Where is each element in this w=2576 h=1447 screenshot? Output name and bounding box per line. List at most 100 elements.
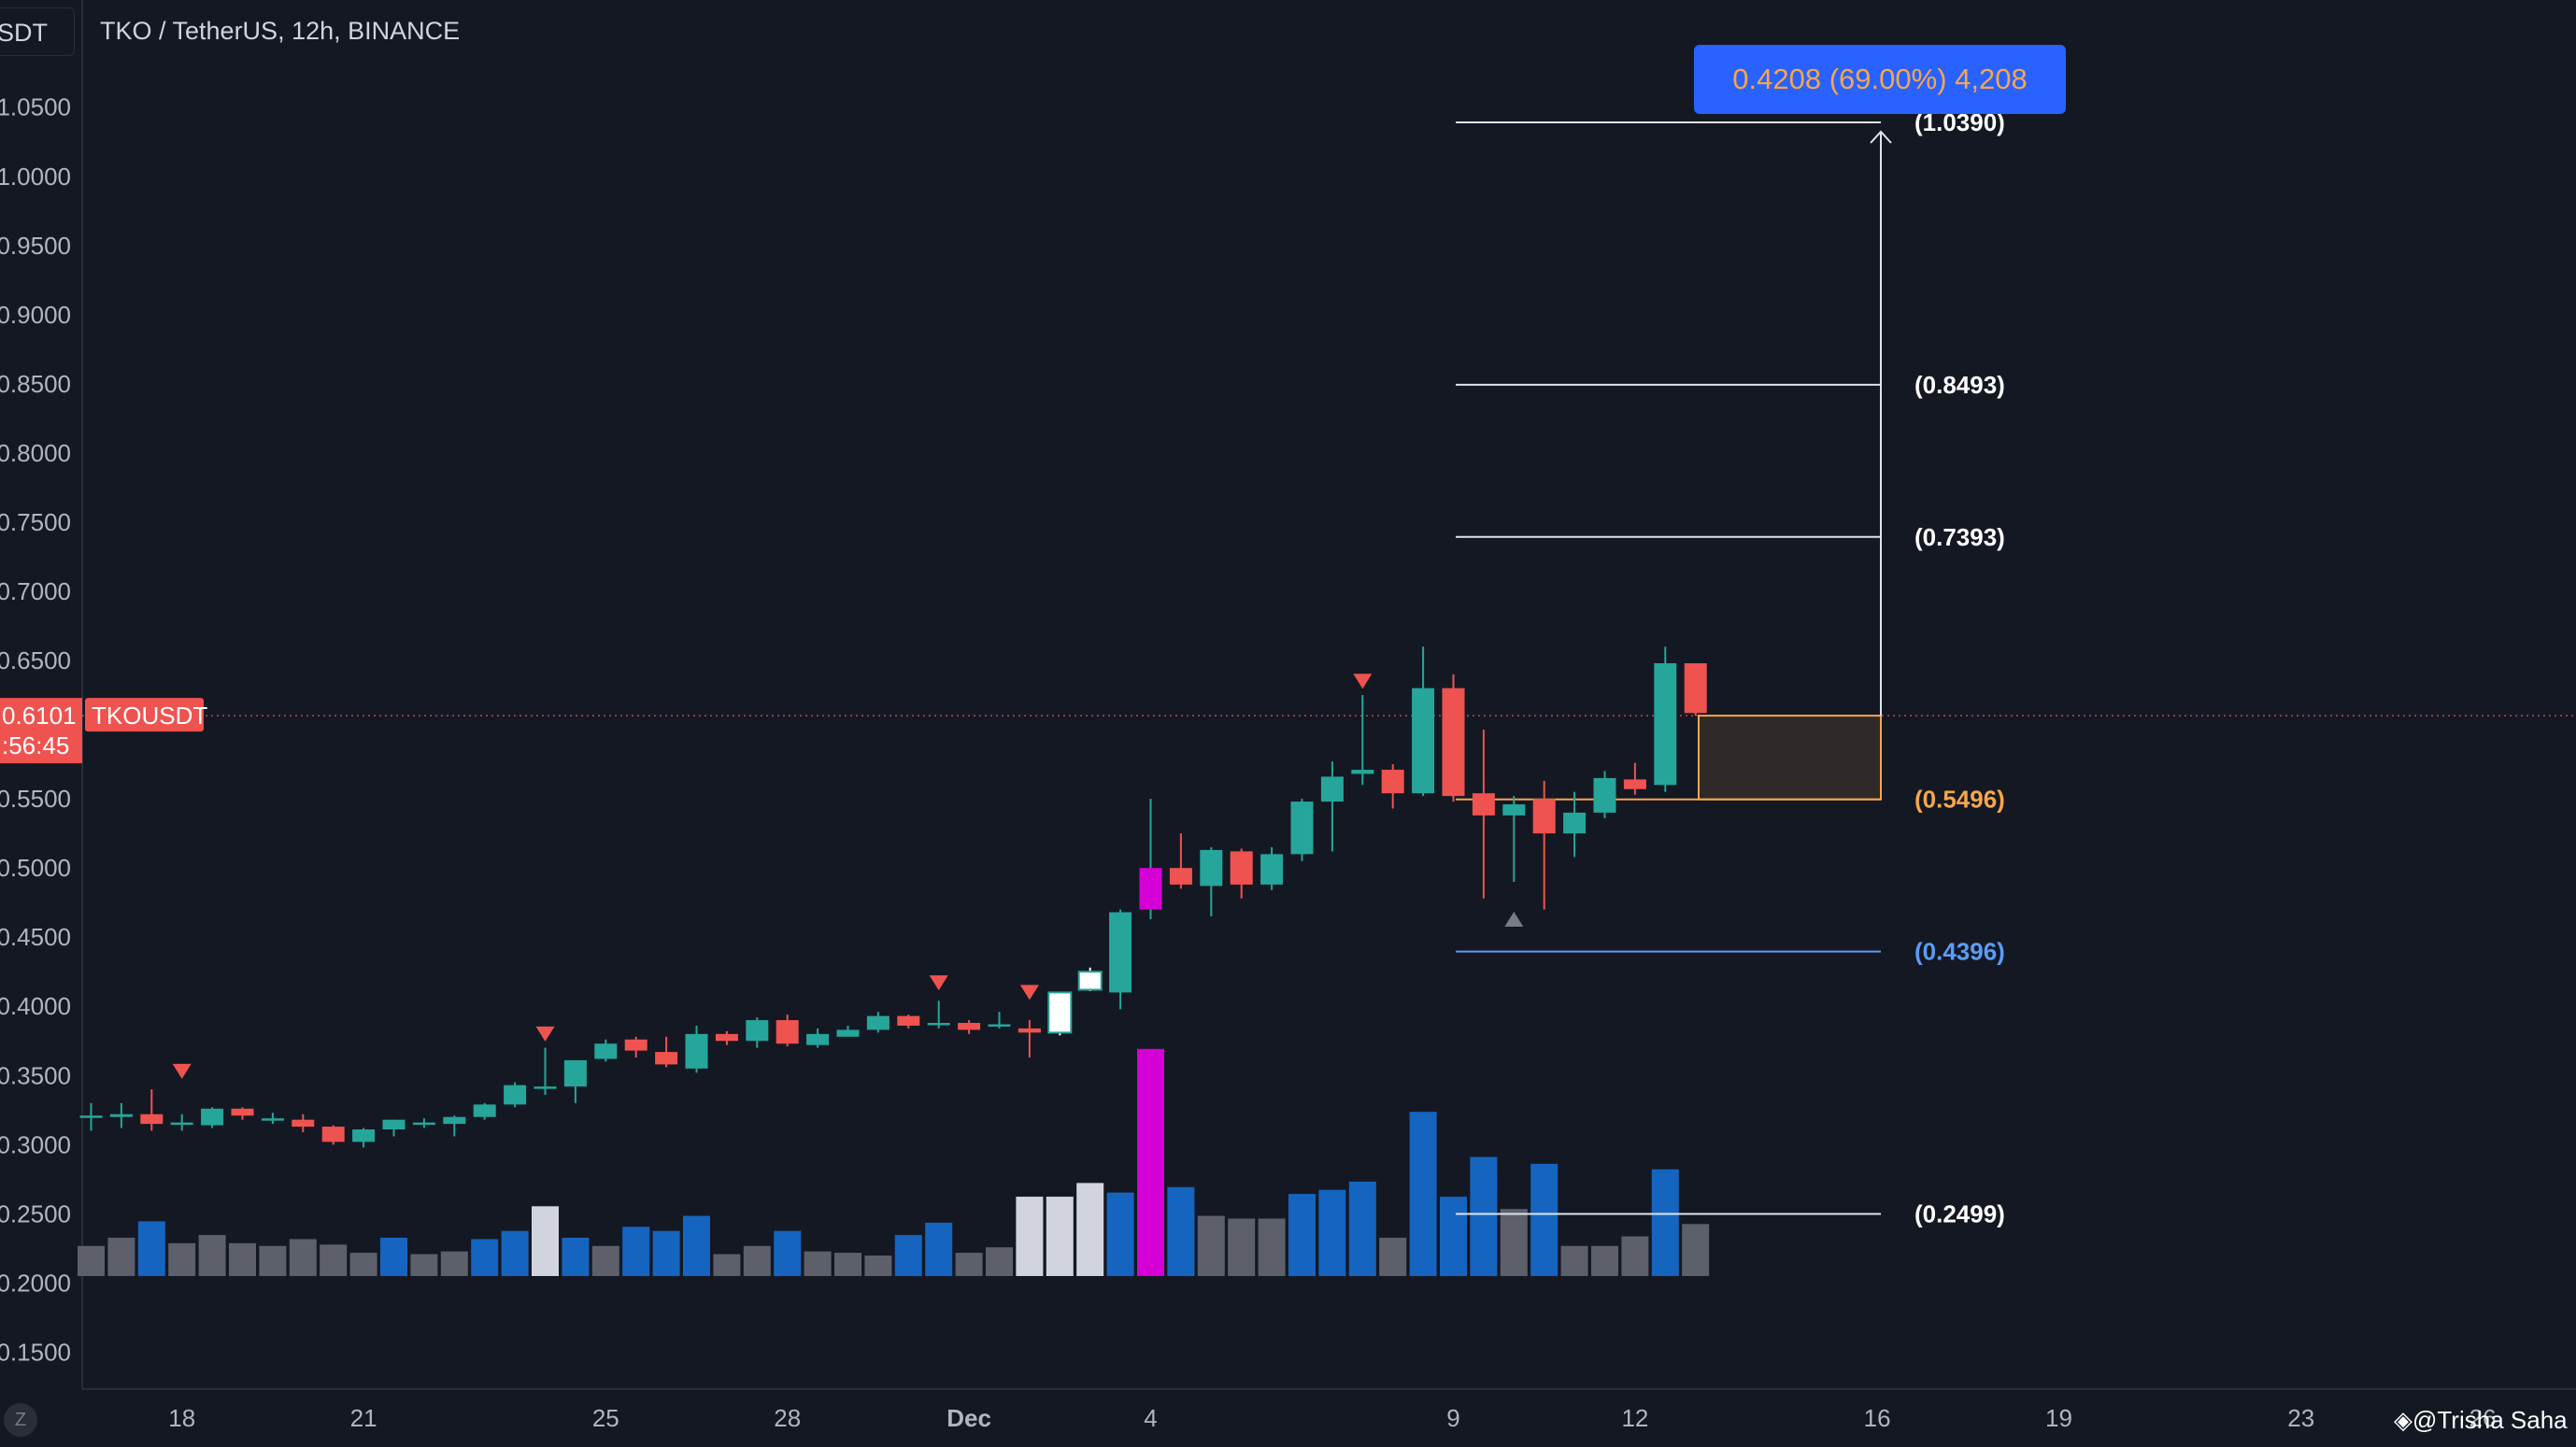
candle-body xyxy=(594,1043,618,1059)
volume-bar xyxy=(683,1215,710,1276)
sell-signal-triangle xyxy=(172,1063,192,1079)
diamond-icon: ◈ xyxy=(2394,1406,2412,1434)
volume-bar xyxy=(137,1221,165,1276)
price-tick-label: 0.9000 xyxy=(0,301,71,329)
volume-bar xyxy=(743,1245,771,1276)
candle-body xyxy=(1290,802,1314,855)
candlesticks xyxy=(79,646,1707,1148)
candle-body xyxy=(1077,971,1103,991)
candle-body xyxy=(1230,851,1253,885)
candle-body xyxy=(806,1033,830,1045)
candle-body xyxy=(1260,854,1284,885)
candle-body xyxy=(776,1020,799,1044)
candle-body xyxy=(927,1023,950,1026)
candle-body xyxy=(1684,663,1707,714)
level-label: (0.7393) xyxy=(1914,523,2005,551)
volume-bar xyxy=(925,1222,953,1276)
candle-body xyxy=(1047,991,1073,1034)
candle-body xyxy=(1412,688,1435,794)
volume-bar xyxy=(1046,1197,1074,1276)
price-tick-label: 0.8500 xyxy=(0,370,71,398)
candle-body xyxy=(1018,1028,1041,1033)
candle-body xyxy=(231,1108,254,1116)
volume-bar xyxy=(1228,1218,1256,1276)
price-tick-label: 0.5500 xyxy=(0,785,71,813)
candle-body xyxy=(1654,663,1677,786)
volume-bar xyxy=(410,1254,438,1276)
candle-body xyxy=(1532,799,1556,834)
volume-bar xyxy=(1258,1218,1286,1276)
price-tick-label: 0.2000 xyxy=(0,1269,71,1297)
level-label: (0.4396) xyxy=(1914,938,2005,966)
candle-body xyxy=(866,1015,890,1030)
volume-bar xyxy=(1016,1197,1044,1276)
measure-label: 0.4208 (69.00%) 4,208 xyxy=(1694,45,2066,114)
volume-bar xyxy=(440,1251,468,1276)
candle-body xyxy=(1381,770,1404,794)
time-tick-label: 19 xyxy=(2045,1404,2072,1432)
price-tick-label: 0.3500 xyxy=(0,1061,71,1089)
price-tick-label: 0.7500 xyxy=(0,508,71,536)
candle-body xyxy=(109,1114,133,1117)
price-tags: 0.6101:56:45 TKOUSDT xyxy=(0,698,207,764)
candle-body xyxy=(79,1115,103,1118)
candle-body xyxy=(140,1114,164,1125)
volume-bar xyxy=(1621,1236,1649,1276)
projection-levels: (1.0390)(0.8493)(0.7393)(0.5496)(0.4396)… xyxy=(1456,108,2005,1228)
volume-bar xyxy=(1106,1192,1134,1276)
sell-signal-triangle xyxy=(1019,985,1039,1000)
volume-bar xyxy=(1651,1169,1679,1276)
candle-body xyxy=(1169,868,1192,885)
volume-bar xyxy=(229,1242,256,1276)
volume-bar xyxy=(864,1255,892,1276)
candle-body xyxy=(443,1116,466,1125)
candle-body xyxy=(1623,779,1646,789)
price-tick-label: 0.2500 xyxy=(0,1199,71,1227)
candle-body xyxy=(1593,777,1616,813)
volume-bar xyxy=(168,1242,196,1276)
candle-body xyxy=(746,1020,769,1042)
volume-bar xyxy=(1440,1197,1467,1276)
price-tick-label: 0.6500 xyxy=(0,646,71,674)
candle-body xyxy=(1351,770,1374,774)
candle-body xyxy=(170,1122,193,1126)
buy-signal-triangle xyxy=(1504,911,1524,927)
candle-body xyxy=(412,1122,435,1126)
volume-bar xyxy=(1288,1194,1316,1276)
volume-bar xyxy=(1560,1245,1588,1276)
volume-bar xyxy=(986,1247,1013,1276)
volume-bar xyxy=(774,1230,802,1276)
candle-body xyxy=(1563,812,1587,834)
volume-bar xyxy=(894,1235,922,1276)
volume-bar xyxy=(320,1244,348,1276)
price-tick-label: 0.9500 xyxy=(0,232,71,260)
volume-bar xyxy=(562,1237,590,1276)
candle-body xyxy=(1320,776,1344,802)
candle-body xyxy=(1442,688,1465,797)
symbol-tag-label: TKOUSDT xyxy=(92,702,207,730)
volume-bar xyxy=(622,1227,650,1276)
candle-body xyxy=(1139,868,1162,910)
volume-bar xyxy=(1500,1209,1528,1276)
price-axis[interactable]: 1.0500 1.0000 0.9500 0.9000 0.8500 0.8000 0.75… xyxy=(0,0,83,1389)
volume-bar xyxy=(198,1235,226,1276)
zoom-button[interactable]: Z xyxy=(4,1403,37,1437)
candle-body xyxy=(1472,793,1495,816)
time-axis[interactable]: 18 21 25 28 Dec 4 9 12 16 19 23 26 xyxy=(82,1388,2576,1432)
candle-body xyxy=(624,1039,648,1051)
volume-bar xyxy=(1197,1215,1225,1276)
candle-body xyxy=(473,1104,496,1117)
time-tick-label: 25 xyxy=(592,1404,619,1432)
time-tick-label: 4 xyxy=(1144,1404,1157,1432)
volume-bar xyxy=(955,1253,983,1276)
volume-bar xyxy=(1470,1156,1498,1276)
volume-bar xyxy=(1682,1224,1710,1276)
volume-bar xyxy=(380,1237,407,1276)
time-tick-label: 12 xyxy=(1621,1404,1648,1432)
time-tick-label: 16 xyxy=(1864,1404,1891,1432)
candle-body xyxy=(382,1119,406,1130)
volume-bar xyxy=(289,1239,317,1276)
symbol-search-button[interactable]: SDT xyxy=(0,7,75,56)
price-tick-label: 0.4000 xyxy=(0,992,71,1020)
